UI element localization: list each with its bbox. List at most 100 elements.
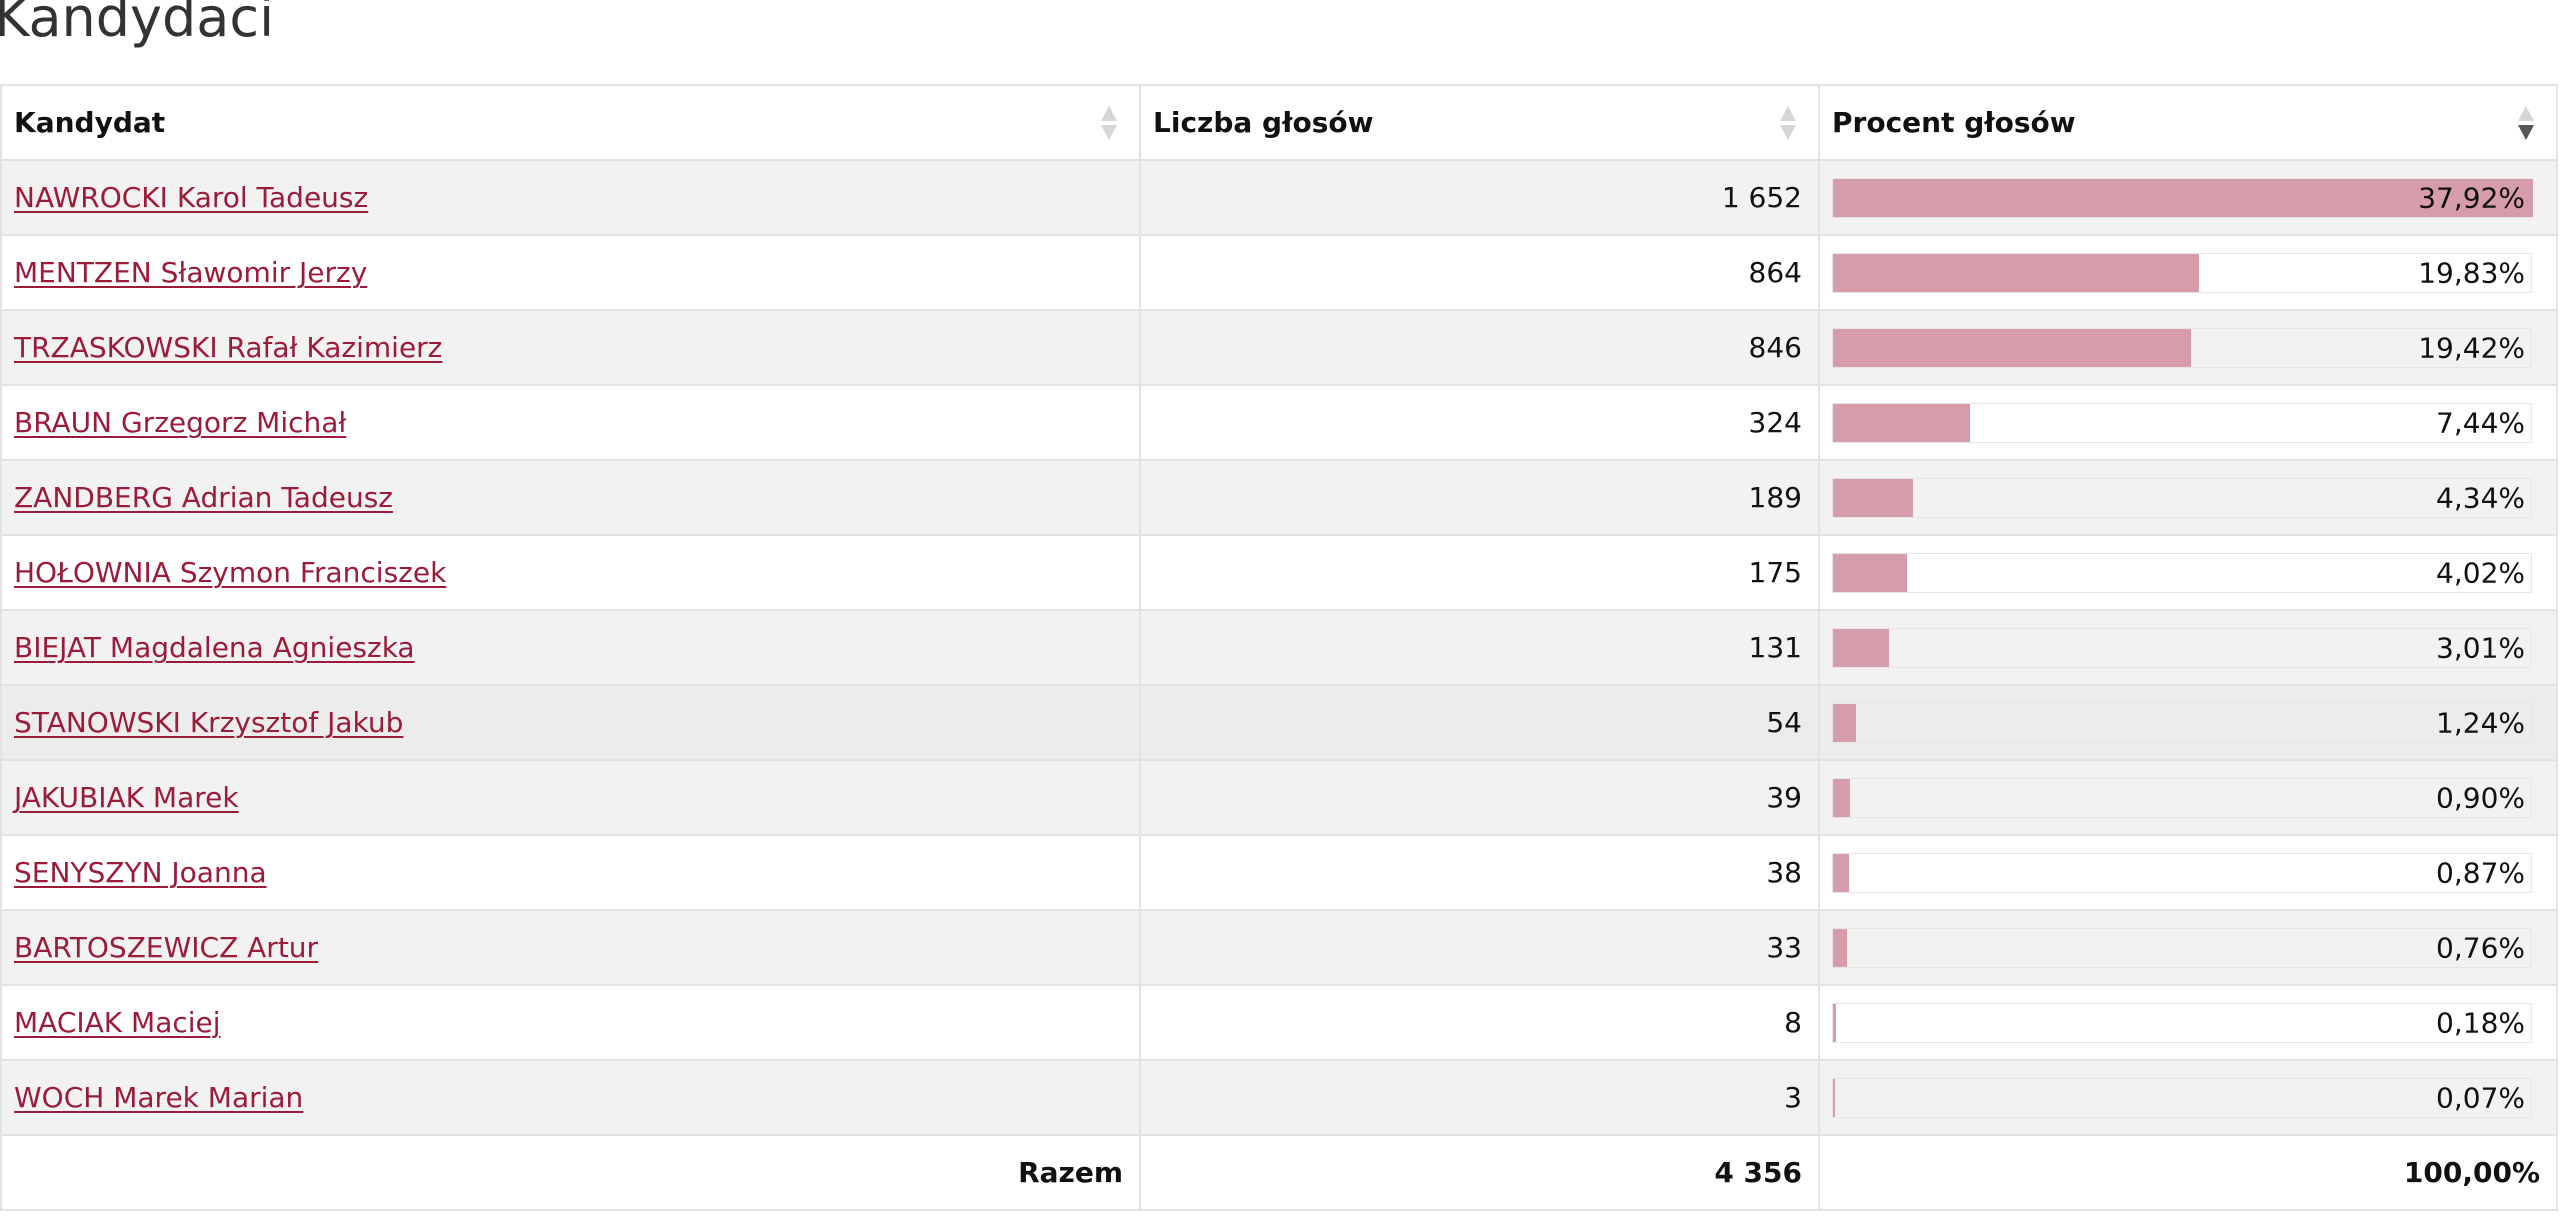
sort-desc-icon[interactable]	[2518, 105, 2534, 140]
percent-cell: 19,42%	[1818, 309, 2558, 386]
percent-bar: 37,92%	[1832, 177, 2533, 218]
column-header-percent-label: Procent głosów	[1832, 106, 2076, 139]
column-header-votes[interactable]: Liczba głosów	[1139, 84, 1820, 161]
percent-value: 4,34%	[2436, 481, 2525, 514]
candidate-link[interactable]: JAKUBIAK Marek	[14, 781, 239, 814]
percent-cell: 3,01%	[1818, 609, 2558, 686]
candidate-cell: JAKUBIAK Marek	[0, 759, 1141, 836]
percent-bar-fill	[1833, 253, 2199, 292]
total-row: Razem 4 356 100,00%	[0, 1134, 2558, 1211]
percent-bar: 4,02%	[1832, 552, 2532, 593]
column-header-candidate[interactable]: Kandydat	[0, 84, 1141, 161]
candidate-link[interactable]: ZANDBERG Adrian Tadeusz	[14, 481, 393, 514]
percent-bar: 19,83%	[1832, 252, 2532, 293]
percent-value: 0,87%	[2436, 856, 2525, 889]
candidate-cell: BIEJAT Magdalena Agnieszka	[0, 609, 1141, 686]
votes-cell: 3	[1139, 1059, 1820, 1136]
percent-cell: 0,18%	[1818, 984, 2558, 1061]
candidate-cell: WOCH Marek Marian	[0, 1059, 1141, 1136]
percent-bar: 0,76%	[1832, 927, 2532, 968]
candidate-link[interactable]: MENTZEN Sławomir Jerzy	[14, 256, 368, 289]
percent-cell: 0,07%	[1818, 1059, 2558, 1136]
percent-bar-fill	[1833, 403, 1970, 442]
percent-cell: 19,83%	[1818, 234, 2558, 311]
votes-cell: 324	[1139, 384, 1820, 461]
candidate-link[interactable]: STANOWSKI Krzysztof Jakub	[14, 706, 404, 739]
percent-bar: 1,24%	[1832, 702, 2532, 743]
table-row: BIEJAT Magdalena Agnieszka 131 3,01%	[0, 609, 2558, 686]
table-row: TRZASKOWSKI Rafał Kazimierz 846 19,42%	[0, 309, 2558, 386]
votes-cell: 38	[1139, 834, 1820, 911]
column-header-votes-label: Liczba głosów	[1153, 106, 1374, 139]
percent-bar: 7,44%	[1832, 402, 2532, 443]
percent-bar: 0,90%	[1832, 777, 2532, 818]
candidate-cell: BARTOSZEWICZ Artur	[0, 909, 1141, 986]
candidate-cell: ZANDBERG Adrian Tadeusz	[0, 459, 1141, 536]
votes-cell: 131	[1139, 609, 1820, 686]
percent-bar-fill	[1833, 1003, 1836, 1042]
table-row: BRAUN Grzegorz Michał 324 7,44%	[0, 384, 2558, 461]
candidate-link[interactable]: MACIAK Maciej	[14, 1006, 221, 1039]
percent-bar: 0,18%	[1832, 1002, 2532, 1043]
candidate-link[interactable]: TRZASKOWSKI Rafał Kazimierz	[14, 331, 443, 364]
percent-bar-fill	[1833, 478, 1913, 517]
votes-cell: 33	[1139, 909, 1820, 986]
candidate-link[interactable]: BIEJAT Magdalena Agnieszka	[14, 631, 415, 664]
percent-bar: 4,34%	[1832, 477, 2532, 518]
total-votes: 4 356	[1139, 1134, 1820, 1211]
votes-cell: 8	[1139, 984, 1820, 1061]
total-label: Razem	[0, 1134, 1141, 1211]
percent-bar: 3,01%	[1832, 627, 2532, 668]
percent-value: 0,07%	[2436, 1081, 2525, 1114]
table-row: JAKUBIAK Marek 39 0,90%	[0, 759, 2558, 836]
candidate-cell: STANOWSKI Krzysztof Jakub	[0, 684, 1141, 761]
table-row: SENYSZYN Joanna 38 0,87%	[0, 834, 2558, 911]
votes-cell: 189	[1139, 459, 1820, 536]
percent-value: 37,92%	[2418, 181, 2525, 214]
candidate-link[interactable]: BRAUN Grzegorz Michał	[14, 406, 347, 439]
percent-bar-fill	[1833, 853, 1849, 892]
percent-cell: 0,87%	[1818, 834, 2558, 911]
percent-cell: 1,24%	[1818, 684, 2558, 761]
percent-bar-fill	[1833, 178, 2533, 217]
percent-bar-fill	[1833, 778, 1850, 817]
percent-value: 4,02%	[2436, 556, 2525, 589]
votes-cell: 1 652	[1139, 159, 1820, 236]
sort-icon[interactable]	[1101, 105, 1117, 140]
percent-value: 19,83%	[2418, 256, 2525, 289]
table-row: ZANDBERG Adrian Tadeusz 189 4,34%	[0, 459, 2558, 536]
candidate-link[interactable]: NAWROCKI Karol Tadeusz	[14, 181, 369, 214]
percent-bar: 0,87%	[1832, 852, 2532, 893]
candidate-cell: NAWROCKI Karol Tadeusz	[0, 159, 1141, 236]
sort-icon[interactable]	[1780, 105, 1796, 140]
percent-bar-fill	[1833, 1078, 1835, 1117]
candidate-cell: MENTZEN Sławomir Jerzy	[0, 234, 1141, 311]
percent-value: 3,01%	[2436, 631, 2525, 664]
candidate-link[interactable]: SENYSZYN Joanna	[14, 856, 267, 889]
table-row: BARTOSZEWICZ Artur 33 0,76%	[0, 909, 2558, 986]
percent-value: 19,42%	[2418, 331, 2525, 364]
candidate-cell: SENYSZYN Joanna	[0, 834, 1141, 911]
candidate-cell: HOŁOWNIA Szymon Franciszek	[0, 534, 1141, 611]
votes-cell: 54	[1139, 684, 1820, 761]
table-row: NAWROCKI Karol Tadeusz 1 652 37,92%	[0, 159, 2558, 236]
votes-cell: 846	[1139, 309, 1820, 386]
candidate-link[interactable]: BARTOSZEWICZ Artur	[14, 931, 319, 964]
percent-value: 1,24%	[2436, 706, 2525, 739]
table-row: MACIAK Maciej 8 0,18%	[0, 984, 2558, 1061]
candidate-link[interactable]: HOŁOWNIA Szymon Franciszek	[14, 556, 447, 589]
percent-cell: 37,92%	[1818, 159, 2558, 236]
candidate-link[interactable]: WOCH Marek Marian	[14, 1081, 304, 1114]
percent-value: 0,18%	[2436, 1006, 2525, 1039]
table-row: STANOWSKI Krzysztof Jakub 54 1,24%	[0, 684, 2558, 761]
percent-bar-fill	[1833, 703, 1856, 742]
votes-cell: 39	[1139, 759, 1820, 836]
percent-bar: 0,07%	[1832, 1077, 2532, 1118]
percent-cell: 0,76%	[1818, 909, 2558, 986]
percent-cell: 7,44%	[1818, 384, 2558, 461]
votes-cell: 175	[1139, 534, 1820, 611]
column-header-candidate-label: Kandydat	[14, 106, 166, 139]
column-header-percent[interactable]: Procent głosów	[1818, 84, 2558, 161]
percent-cell: 0,90%	[1818, 759, 2558, 836]
